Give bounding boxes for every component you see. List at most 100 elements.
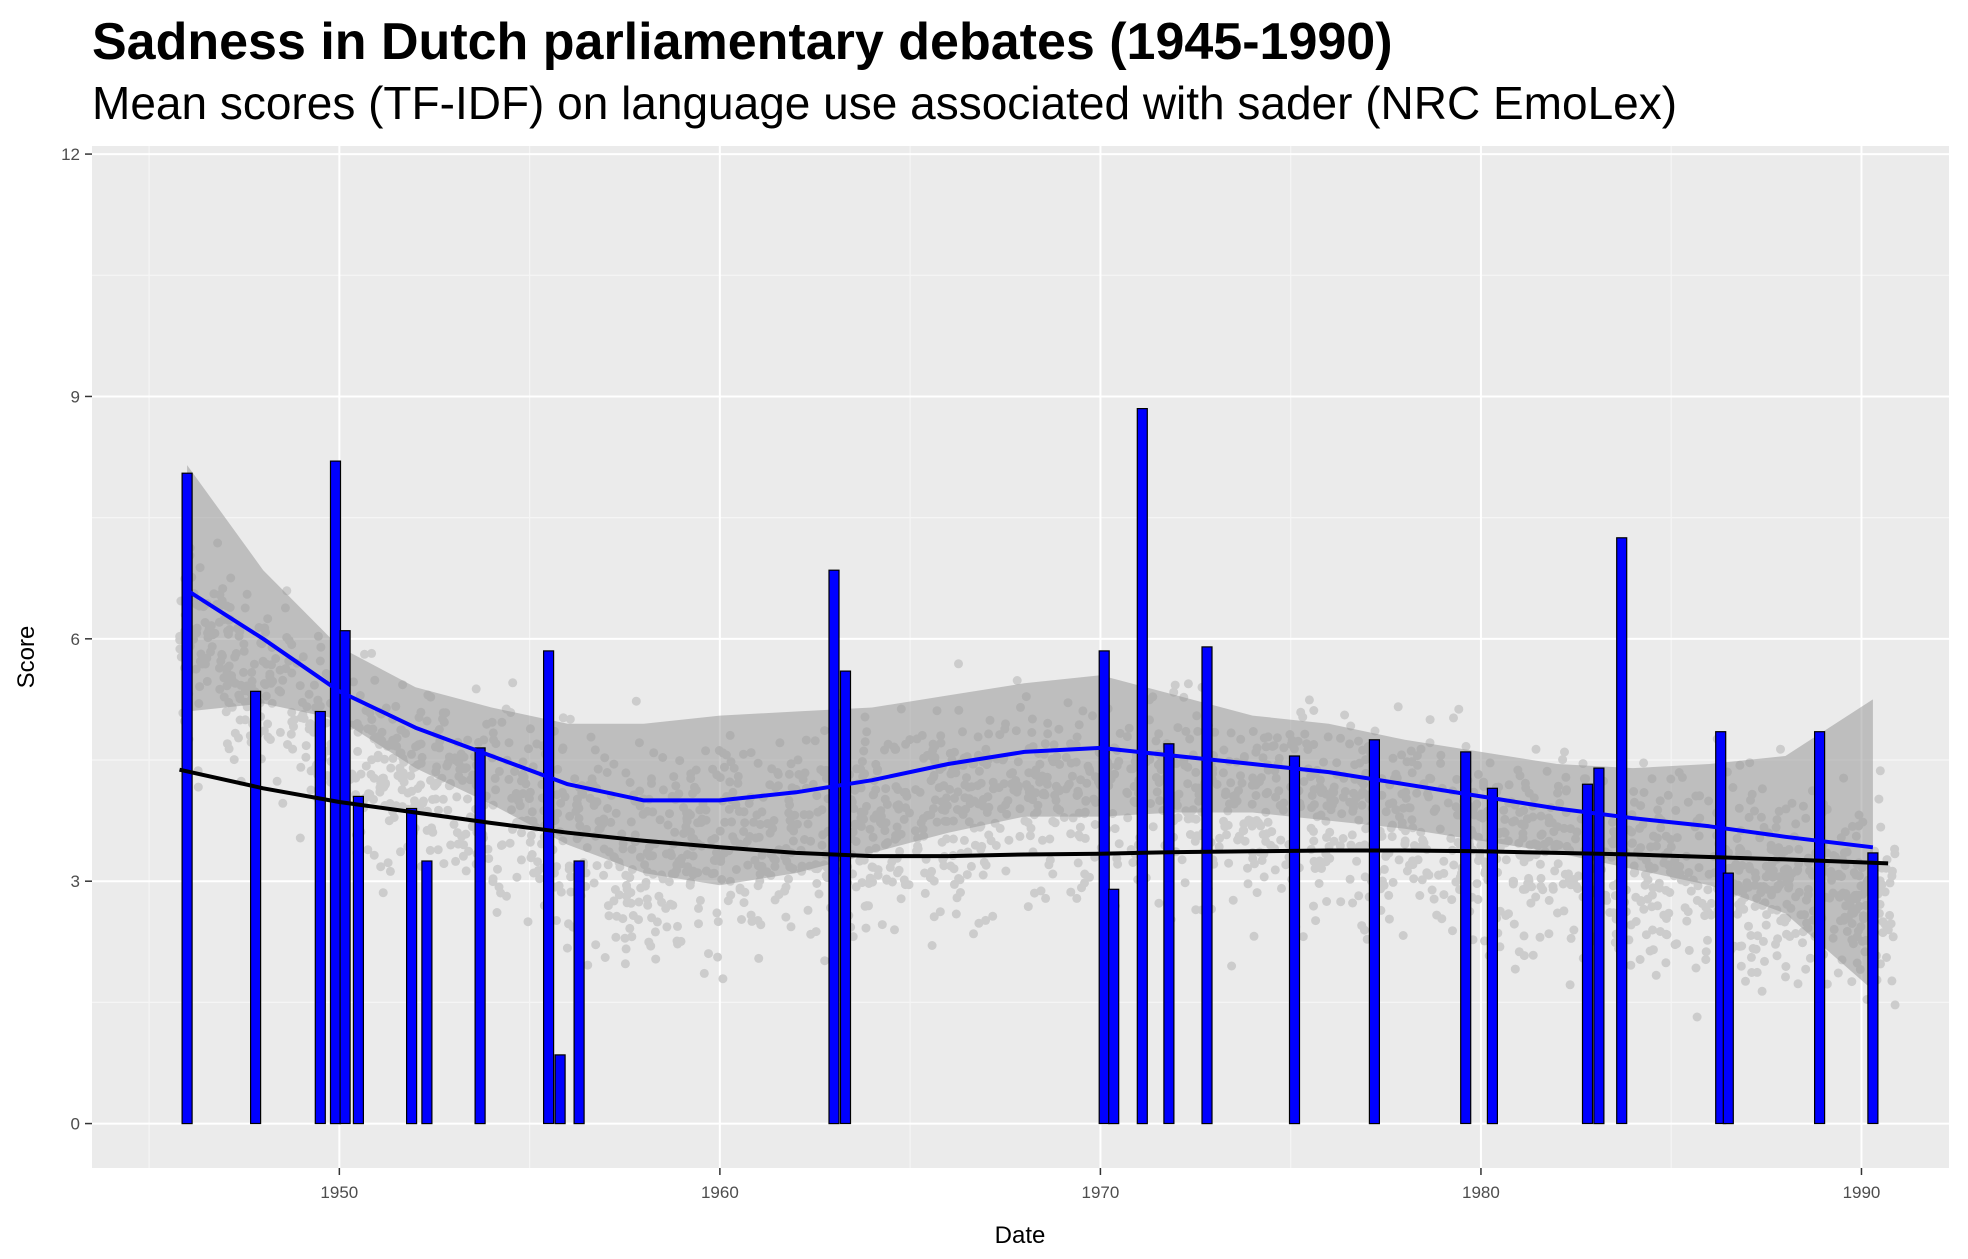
data-point xyxy=(1655,927,1665,936)
data-point xyxy=(851,882,861,892)
data-point xyxy=(979,857,989,867)
data-point xyxy=(1875,766,1885,776)
data-point xyxy=(956,888,965,897)
data-point xyxy=(1648,925,1658,935)
data-point xyxy=(1454,704,1464,714)
data-point xyxy=(991,841,1001,850)
data-point xyxy=(1038,835,1047,845)
bar xyxy=(1867,852,1879,1125)
data-point xyxy=(1415,891,1425,900)
data-point xyxy=(301,752,311,762)
data-point xyxy=(224,744,234,754)
data-point xyxy=(1418,835,1428,845)
data-point xyxy=(443,805,453,815)
data-point xyxy=(396,847,405,857)
data-point xyxy=(1030,888,1039,898)
data-point xyxy=(959,835,969,845)
bar xyxy=(542,650,555,1125)
bar xyxy=(474,747,486,1125)
data-point xyxy=(622,881,631,890)
data-point xyxy=(1110,824,1120,834)
data-point xyxy=(552,916,561,925)
data-point xyxy=(1744,921,1753,931)
data-point xyxy=(1020,816,1030,826)
data-point xyxy=(978,870,988,880)
data-point xyxy=(1045,834,1055,844)
data-point xyxy=(1876,822,1886,832)
data-point xyxy=(1243,879,1253,889)
data-point xyxy=(1309,836,1319,846)
data-point xyxy=(1381,851,1391,861)
data-point xyxy=(948,834,958,844)
data-point xyxy=(1336,897,1346,907)
data-point xyxy=(1574,871,1583,881)
data-point xyxy=(564,919,573,929)
data-point xyxy=(1654,878,1664,888)
data-point xyxy=(1394,855,1404,865)
data-point xyxy=(1354,891,1364,901)
data-point xyxy=(1243,863,1252,873)
data-point xyxy=(353,746,363,756)
data-point xyxy=(1473,895,1483,904)
data-point xyxy=(452,828,462,838)
data-point xyxy=(627,932,637,942)
data-point xyxy=(385,866,395,876)
data-point xyxy=(895,846,905,856)
data-point xyxy=(451,856,461,866)
data-point xyxy=(505,838,515,848)
data-point xyxy=(1703,885,1713,895)
data-point xyxy=(526,853,536,863)
data-point xyxy=(1647,902,1657,912)
data-point xyxy=(406,771,416,781)
data-point xyxy=(620,959,630,969)
major-gridlines xyxy=(92,146,1949,1168)
data-point xyxy=(397,785,407,795)
data-point xyxy=(770,895,780,905)
data-point xyxy=(1417,875,1427,885)
data-point xyxy=(1252,888,1262,898)
data-point xyxy=(383,858,393,868)
bar xyxy=(1108,888,1120,1125)
data-point xyxy=(1881,863,1891,873)
bar xyxy=(406,807,418,1125)
data-point xyxy=(453,839,463,849)
data-point xyxy=(1682,916,1692,926)
x-tick-label: 1970 xyxy=(1081,1183,1119,1202)
data-point xyxy=(1686,886,1696,896)
data-point xyxy=(1641,930,1651,940)
data-point xyxy=(1509,876,1519,886)
bar xyxy=(1098,650,1110,1125)
y-axis-title: Score xyxy=(13,626,40,689)
data-point xyxy=(565,714,575,724)
data-point xyxy=(735,885,745,895)
data-point xyxy=(1075,832,1085,842)
bar xyxy=(554,1054,566,1125)
data-point xyxy=(299,714,309,723)
data-point xyxy=(1340,710,1350,720)
data-point xyxy=(1605,908,1615,917)
data-point xyxy=(1154,898,1164,908)
data-point xyxy=(654,891,664,901)
data-point xyxy=(1479,839,1489,849)
data-point xyxy=(1012,676,1022,685)
data-point xyxy=(1733,909,1743,919)
data-point xyxy=(452,792,462,802)
data-point xyxy=(193,782,203,792)
data-point xyxy=(1123,813,1133,823)
y-tick-label: 12 xyxy=(61,145,80,164)
data-point xyxy=(399,771,408,781)
data-point xyxy=(1357,921,1367,931)
data-point xyxy=(591,940,601,950)
data-point xyxy=(517,828,526,838)
data-point xyxy=(1560,747,1569,757)
data-point xyxy=(1535,859,1545,869)
data-point xyxy=(1180,878,1190,888)
data-point xyxy=(1758,936,1768,946)
data-point xyxy=(483,844,493,854)
data-point xyxy=(508,678,518,688)
smooth-line-blue xyxy=(186,588,1874,850)
data-point xyxy=(373,750,383,760)
data-point xyxy=(272,776,282,786)
data-point xyxy=(739,898,749,908)
data-point xyxy=(1480,936,1489,946)
